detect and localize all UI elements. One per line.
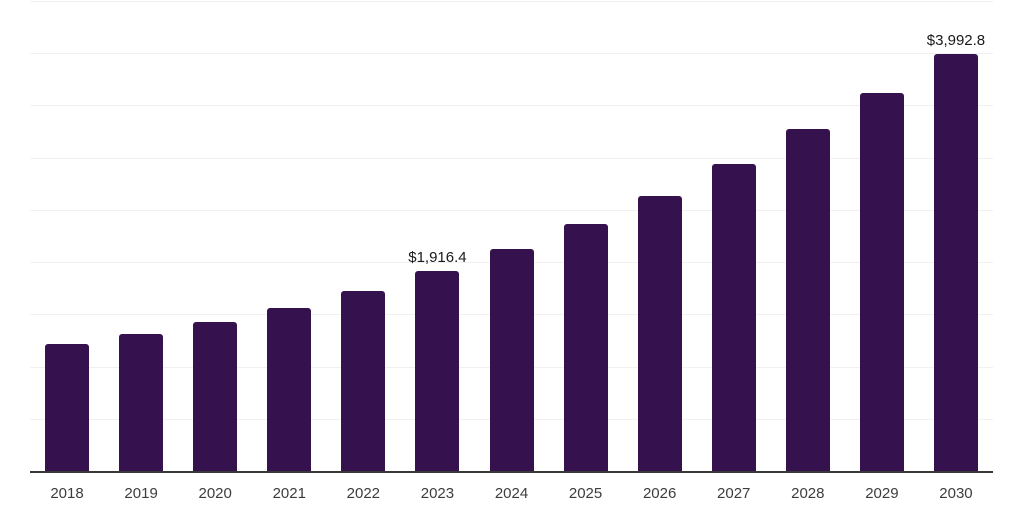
x-tick-2030: 2030 [939,485,973,502]
bar-2018 [45,343,90,471]
gridline [30,209,993,211]
x-tick-2025: 2025 [568,485,603,502]
bar-2024 [489,249,534,471]
bar-2025 [563,223,608,471]
data-label-2023: $1,916.4 [408,248,467,266]
bar-2023 [415,270,460,471]
bar-2022 [341,290,386,471]
x-tick-2028: 2028 [791,485,825,502]
x-axis-line [30,471,993,473]
x-tick-2026: 2026 [642,485,677,502]
gridline [30,157,993,159]
bar-2028 [785,128,830,471]
x-tick-2022: 2022 [346,485,381,502]
bar-2021 [267,307,312,471]
x-tick-2029: 2029 [865,485,899,502]
gridline [30,0,993,2]
bar-2030 [933,53,978,471]
x-tick-2023: 2023 [420,485,455,502]
bar-2027 [711,164,756,471]
gridline [30,53,993,55]
bar-2020 [193,321,238,471]
bar-2026 [637,196,682,471]
bar-2029 [859,92,904,471]
x-tick-2027: 2027 [717,485,751,502]
x-tick-2019: 2019 [124,485,158,502]
data-label-2030: $3,992.8 [926,31,986,49]
x-tick-2020: 2020 [198,485,232,502]
bar-2019 [119,333,164,471]
gridline [30,105,993,107]
x-tick-2021: 2021 [272,485,306,502]
x-tick-2024: 2024 [494,485,529,502]
x-tick-2018: 2018 [50,485,84,502]
